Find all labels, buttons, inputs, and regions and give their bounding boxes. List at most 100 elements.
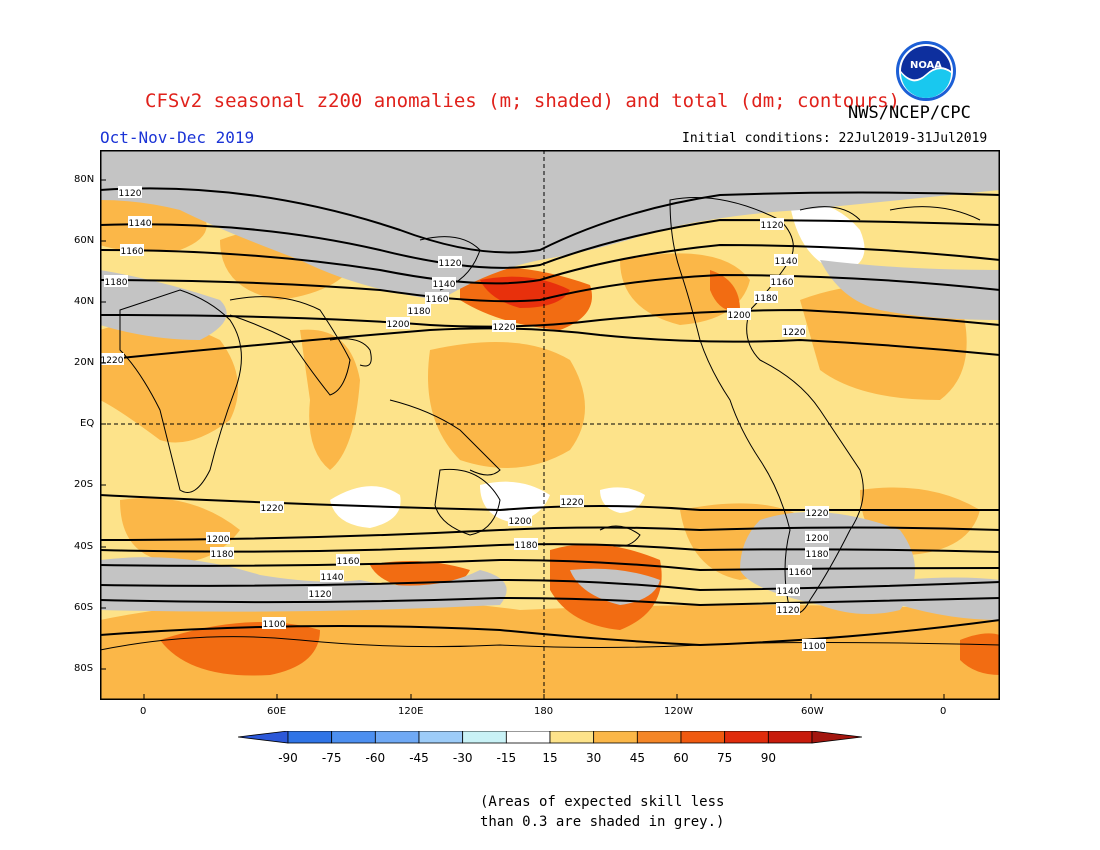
skill-footnote: (Areas of expected skill less than 0.3 a…	[480, 792, 724, 832]
svg-text:1100: 1100	[263, 620, 286, 630]
lat-label: 40N	[74, 296, 95, 307]
svg-text:1120: 1120	[119, 189, 142, 199]
svg-text:1220: 1220	[101, 356, 124, 366]
svg-text:1140: 1140	[777, 587, 800, 597]
svg-text:1160: 1160	[426, 295, 449, 305]
lon-label: 60E	[267, 706, 287, 717]
colorbar-tick-label: 15	[542, 751, 557, 765]
colorbar-tick-label: -75	[322, 751, 342, 765]
contour-label: 1160	[425, 292, 449, 305]
contour-label: 1220	[492, 320, 516, 333]
contour-label: 1140	[320, 570, 344, 583]
axis-ticks	[100, 179, 945, 700]
lat-label: 80S	[74, 663, 94, 674]
contour-label: 1200	[386, 317, 410, 330]
colorbar-tick-label: 45	[630, 751, 645, 765]
colorbar-cell	[811, 731, 862, 744]
svg-text:1220: 1220	[783, 328, 806, 338]
contour-label: 1220	[260, 501, 284, 514]
contour-label: 1180	[407, 304, 431, 317]
svg-text:1180: 1180	[408, 307, 431, 317]
footnote-line: (Areas of expected skill less	[480, 794, 725, 810]
colorbar-cell	[680, 731, 726, 744]
lon-label: 60W	[801, 706, 824, 717]
lat-label: EQ	[80, 418, 95, 429]
svg-text:1120: 1120	[439, 259, 462, 269]
svg-text:1200: 1200	[207, 535, 230, 545]
contour-label: 1100	[802, 639, 826, 652]
svg-text:1140: 1140	[775, 257, 798, 267]
colorbar-tick-label: 30	[586, 751, 601, 765]
svg-text:1200: 1200	[806, 534, 829, 544]
contour-label: 1180	[210, 547, 234, 560]
initial-conditions-label: Initial conditions: 22Jul2019-31Jul2019	[682, 131, 988, 146]
contour-label: 1120	[760, 218, 784, 231]
contour-label-group: 1120 1140 1160 1180 1220 1120 1140 1160 …	[100, 186, 829, 652]
colorbar: -90 -75 -60 -45 -30 -15 15 30 45 60 75 90	[238, 731, 862, 765]
colorbar-cell	[287, 731, 333, 744]
contour-label: 1120	[438, 256, 462, 269]
footnote-line: than 0.3 are shaded in grey.)	[480, 814, 725, 830]
contour-label: 1140	[128, 216, 152, 229]
contour-label: 1200	[805, 531, 829, 544]
svg-text:1120: 1120	[309, 590, 332, 600]
contour-label: 1120	[776, 603, 800, 616]
contour-label: 1180	[514, 538, 538, 551]
contour-label: 1140	[432, 277, 456, 290]
height-contours	[100, 187, 1000, 647]
colorbar-tick-label: -90	[278, 751, 298, 765]
svg-text:1180: 1180	[515, 541, 538, 551]
anomaly-map: 1120 1140 1160 1180 1220 1120 1140 1160 …	[100, 150, 1000, 700]
colorbar-cell	[331, 731, 376, 744]
contour-label: 1160	[770, 275, 794, 288]
colorbar-cell	[767, 731, 813, 744]
lon-label: 120E	[398, 706, 424, 717]
lat-label: 20N	[74, 357, 95, 368]
colorbar-tick-label: 75	[717, 751, 732, 765]
svg-text:1160: 1160	[789, 568, 812, 578]
contour-label: 1100	[262, 617, 286, 630]
lat-label: 60N	[74, 235, 95, 246]
lat-label: 40S	[74, 541, 94, 552]
lat-label: 20S	[74, 479, 94, 490]
svg-text:1180: 1180	[211, 550, 234, 560]
lon-label: 0	[940, 706, 947, 717]
colorbar-tick-label: -15	[497, 751, 517, 765]
noaa-logo: NOAA	[896, 41, 956, 101]
lon-label: 180	[534, 706, 554, 717]
lat-label: 80N	[74, 174, 95, 185]
shading-60-75	[480, 276, 570, 308]
colorbar-cell	[418, 731, 464, 744]
contour-label: 1180	[805, 547, 829, 560]
map-border	[100, 150, 1000, 700]
lat-label: 60S	[74, 602, 94, 613]
svg-text:1140: 1140	[321, 573, 344, 583]
contour-label: 1200	[206, 532, 230, 545]
colorbar-tick-label: -45	[409, 751, 429, 765]
colorbar-tick-label: 90	[761, 751, 776, 765]
contour-label: 1220	[560, 495, 584, 508]
colorbar-cell	[593, 731, 638, 744]
contour-label: 1180	[104, 275, 128, 288]
contour-label: 1220	[100, 353, 124, 366]
chart-title: CFSv2 seasonal z200 anomalies (m; shaded…	[145, 90, 900, 112]
svg-text:1220: 1220	[493, 323, 516, 333]
colorbar-cell	[636, 731, 682, 744]
svg-text:1180: 1180	[105, 278, 128, 288]
colorbar-cell	[238, 731, 289, 744]
svg-text:1200: 1200	[387, 320, 410, 330]
contour-label: 1120	[118, 186, 142, 199]
svg-text:1200: 1200	[509, 517, 532, 527]
svg-text:1120: 1120	[761, 221, 784, 231]
contour-label: 1220	[805, 506, 829, 519]
colorbar-cell	[374, 731, 420, 744]
svg-text:1120: 1120	[777, 606, 800, 616]
svg-text:1100: 1100	[803, 642, 826, 652]
svg-text:1160: 1160	[121, 247, 144, 257]
colorbar-tick-label: 60	[673, 751, 688, 765]
contour-label: 1160	[120, 244, 144, 257]
svg-text:1160: 1160	[337, 557, 360, 567]
lon-label: 120W	[664, 706, 693, 717]
colorbar-tick-label: -30	[453, 751, 473, 765]
colorbar-cell	[724, 731, 769, 744]
